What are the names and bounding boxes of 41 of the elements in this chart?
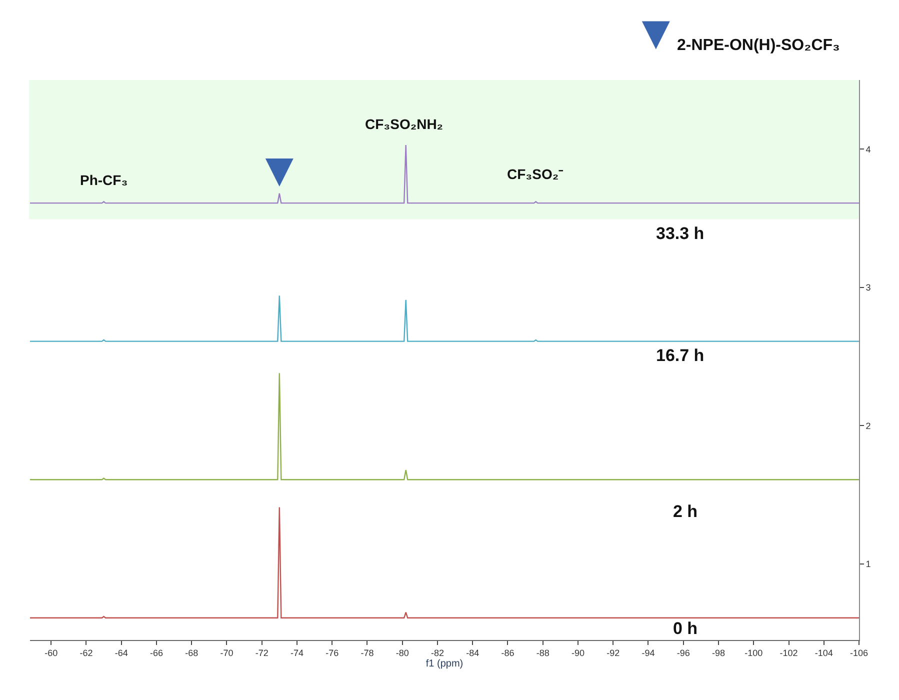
line-series (30, 506, 859, 618)
x-tick-label: -82 (430, 648, 444, 658)
x-tick-label: -76 (326, 648, 339, 658)
x-tick-label: -74 (290, 648, 304, 658)
line-series (30, 295, 859, 342)
x-tick-label: -72 (255, 648, 268, 658)
y-tick-label: 4 (866, 144, 871, 154)
x-tick-label: -70 (220, 648, 234, 658)
annotation: CF₃SO₂⁻ (507, 166, 564, 182)
x-tick-label: -96 (676, 648, 690, 658)
x-tick-label: -88 (536, 648, 550, 658)
x-tick-label: -92 (606, 648, 620, 658)
x-tick-label: -104 (814, 648, 833, 658)
annotation: 33.3 h (656, 224, 704, 243)
line-series (30, 372, 859, 480)
x-tick-label: -60 (44, 648, 58, 658)
x-tick-label: -98 (712, 648, 725, 658)
x-tick-label: -66 (150, 648, 163, 658)
x-tick-label: -62 (80, 648, 93, 658)
x-tick-label: -68 (185, 648, 198, 658)
annotation: 16.7 h (656, 346, 704, 365)
line-series (30, 144, 859, 204)
x-tick-label: -102 (780, 648, 798, 658)
x-tick-label: -100 (744, 648, 763, 658)
x-tick-label: -94 (642, 648, 655, 658)
annotation: CF₃SO₂NH₂ (365, 116, 444, 132)
annotation: Ph-CF₃ (80, 172, 128, 188)
x-tick-label: -86 (501, 648, 514, 658)
annotation: 0 h (673, 619, 698, 638)
y-tick-label: 1 (866, 559, 871, 570)
x-tick-label: -64 (114, 648, 128, 658)
x-tick-label: -106 (850, 648, 868, 658)
y-tick-label: 2 (866, 420, 871, 431)
x-tick-label: -90 (571, 648, 584, 658)
x-axis-title: f1 (ppm) (426, 658, 464, 670)
annotation: 2 h (673, 502, 698, 521)
y-tick-label: 3 (866, 282, 871, 293)
x-tick-label: -80 (396, 648, 409, 658)
x-tick-label: -84 (466, 648, 480, 658)
x-tick-label: -78 (360, 648, 374, 658)
text: 2-NPE-ON(H)-SO₂CF₃ (677, 37, 840, 54)
